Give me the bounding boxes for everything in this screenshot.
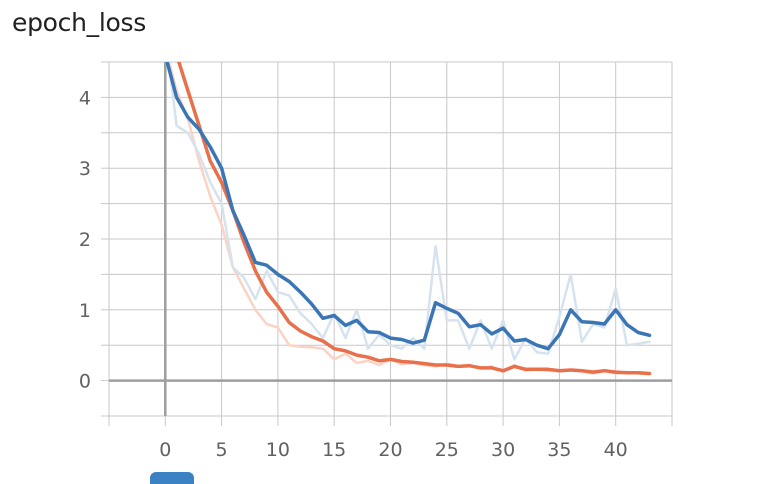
- x-tick-label: 5: [216, 439, 228, 461]
- series-line-train-smoothed: [177, 62, 652, 376]
- x-tick-label: 30: [491, 439, 515, 461]
- chart-title: epoch_loss: [12, 8, 146, 37]
- y-tick-label: 2: [79, 229, 91, 251]
- x-tick-label: 20: [378, 439, 402, 461]
- series-line-val-raw: [167, 62, 651, 361]
- y-tick-label: 1: [79, 300, 91, 322]
- x-tick-label: 40: [604, 439, 628, 461]
- x-tick-label: 15: [322, 439, 346, 461]
- x-tick-label: 25: [435, 439, 459, 461]
- y-tick-label: 0: [79, 371, 91, 393]
- x-tick-label: 10: [266, 439, 290, 461]
- series-line-train-raw: [167, 62, 651, 376]
- grid-layer: [101, 61, 673, 426]
- series-layer: [165, 62, 652, 376]
- y-tick-label: 4: [79, 87, 91, 109]
- x-tick-label: 35: [547, 439, 571, 461]
- x-tick-label: 0: [159, 439, 171, 461]
- axis-layer: [109, 62, 672, 416]
- y-tick-label: 3: [79, 158, 91, 180]
- legend-series-chip[interactable]: [150, 472, 194, 484]
- series-line-val-smoothed: [165, 62, 652, 351]
